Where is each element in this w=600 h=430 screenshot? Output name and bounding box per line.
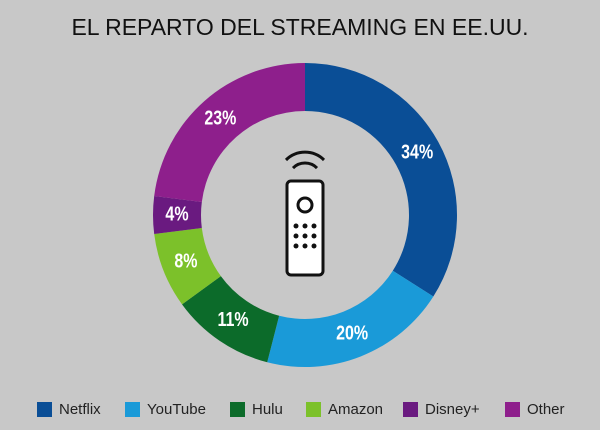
legend-label: Disney+ (425, 401, 480, 418)
donut-segment (267, 270, 434, 367)
legend-swatch (125, 402, 140, 417)
chart-title: EL REPARTO DEL STREAMING EN EE.UU. (71, 14, 528, 40)
donut-segment (305, 63, 458, 297)
legend-swatch (230, 402, 245, 417)
legend-swatch (37, 402, 52, 417)
remote-button (296, 196, 314, 214)
donut-segment (182, 276, 280, 363)
legend-label: Amazon (328, 401, 383, 418)
value-label: 11% (217, 308, 248, 330)
signal-arc (291, 161, 319, 170)
value-label: 4% (165, 203, 188, 225)
legend-label: Hulu (252, 401, 283, 418)
remote-icon (284, 150, 326, 277)
donut-segment (154, 228, 221, 305)
value-label: 34% (401, 141, 433, 163)
legend-swatch (505, 402, 520, 417)
legend-swatch (403, 402, 418, 417)
donut-segment (154, 63, 305, 202)
value-label: 23% (204, 107, 236, 129)
legend-label: Other (527, 401, 565, 418)
legend-label: Netflix (59, 401, 101, 418)
legend-label: YouTube (147, 401, 206, 418)
signal-arc (284, 150, 326, 162)
legend-swatch (306, 402, 321, 417)
donut-segment (152, 195, 202, 235)
value-label: 20% (336, 322, 368, 344)
value-label: 8% (174, 250, 197, 272)
